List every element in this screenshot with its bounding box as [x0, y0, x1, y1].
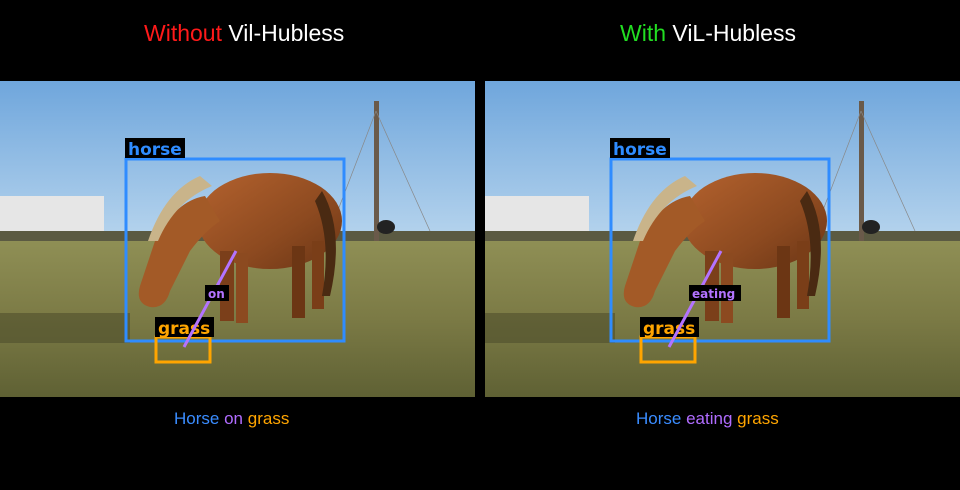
- right-title: With ViL-Hubless: [620, 20, 796, 47]
- left-photo-panel: horse grass on: [0, 81, 475, 397]
- relation-label-bg: [689, 285, 741, 301]
- horse-shadow: [0, 313, 130, 343]
- subject-label: horse: [128, 140, 182, 160]
- relation-label-bg: [205, 285, 229, 301]
- right-photo: horse grass eating: [485, 81, 960, 397]
- left-photo: horse grass on: [0, 81, 475, 397]
- horse-shadow: [485, 313, 615, 343]
- distant-horse: [862, 220, 880, 234]
- left-title: Without Vil-Hubless: [144, 20, 344, 47]
- subject-bbox: [124, 157, 346, 343]
- object-label-bg: [155, 317, 214, 337]
- right-title-prefix: With: [620, 20, 666, 46]
- building: [0, 196, 104, 236]
- left-title-prefix: Without: [144, 20, 222, 46]
- relation-label: eating: [692, 287, 735, 301]
- right-caption-object: grass: [737, 409, 779, 428]
- object-label-bg: [640, 317, 699, 337]
- subject-label: horse: [613, 140, 667, 160]
- distant-horse: [377, 220, 395, 234]
- left-caption-relation: on: [224, 409, 244, 428]
- right-caption-relation: eating: [686, 409, 733, 428]
- left-caption: Horse on grass: [174, 409, 289, 429]
- left-caption-subject: Horse: [174, 409, 220, 428]
- left-caption-object: grass: [247, 409, 290, 428]
- subject-label-bg: [125, 138, 185, 158]
- right-title-suffix: ViL-Hubless: [672, 20, 796, 46]
- right-photo-panel: horse grass eating: [485, 81, 960, 397]
- left-title-suffix: Vil-Hubless: [228, 20, 345, 46]
- horse: [138, 173, 342, 323]
- right-caption-subject: Horse: [636, 409, 682, 428]
- utility-pole: [859, 101, 864, 241]
- subject-bbox: [609, 157, 831, 343]
- object-label: grass: [158, 319, 210, 339]
- building: [485, 196, 589, 236]
- right-caption: Horse eating grass: [636, 409, 779, 429]
- utility-pole: [374, 101, 379, 241]
- relation-label: on: [208, 287, 225, 301]
- object-label: grass: [643, 319, 695, 339]
- subject-label-bg: [610, 138, 670, 158]
- horse: [623, 173, 827, 323]
